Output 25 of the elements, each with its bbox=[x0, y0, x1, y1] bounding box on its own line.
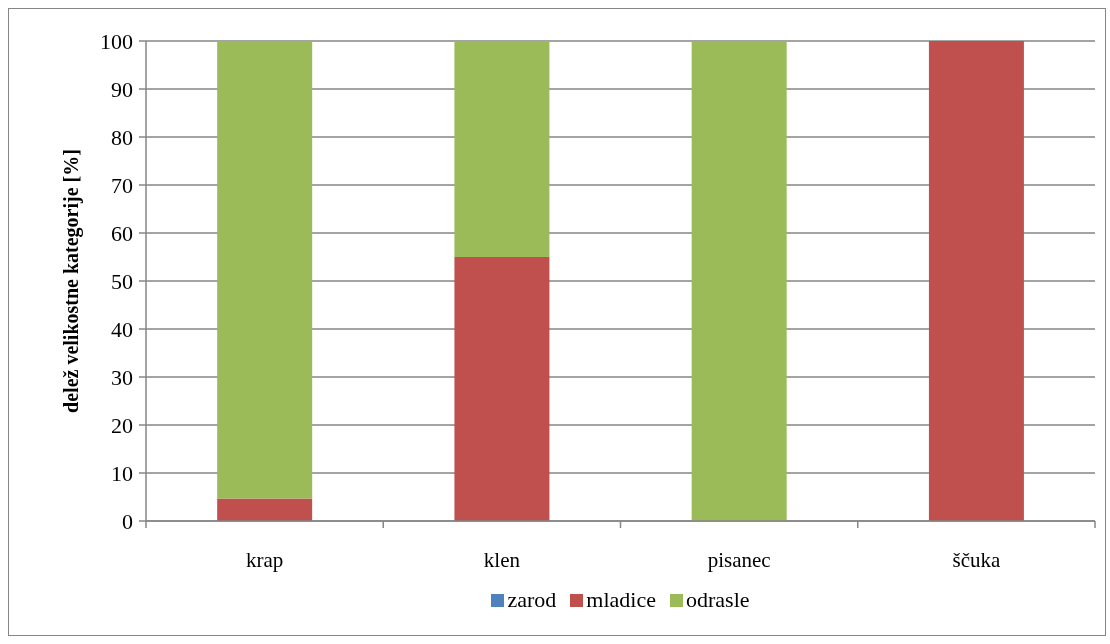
y-tick-label: 20 bbox=[111, 412, 133, 438]
y-tick-label: 30 bbox=[111, 364, 133, 390]
bar bbox=[454, 257, 550, 521]
bar bbox=[217, 41, 313, 499]
y-tick-label: 60 bbox=[111, 220, 133, 246]
legend-label: mladice bbox=[586, 587, 656, 613]
y-tick-label: 50 bbox=[111, 268, 133, 294]
legend-label: odrasle bbox=[685, 587, 750, 613]
y-tick-label: 0 bbox=[122, 508, 133, 534]
bar bbox=[928, 41, 1024, 521]
y-tick-label: 100 bbox=[100, 28, 133, 54]
bar bbox=[217, 498, 313, 521]
y-axis-title: delež velikostne kategorije [%] bbox=[60, 149, 83, 413]
bar bbox=[454, 41, 550, 257]
y-tick-label: 90 bbox=[111, 76, 133, 102]
bar bbox=[691, 41, 787, 521]
x-tick-label: krap bbox=[245, 548, 284, 572]
x-tick-label: klen bbox=[483, 548, 521, 572]
y-tick-label: 10 bbox=[111, 460, 133, 486]
y-tick-label: 70 bbox=[111, 172, 133, 198]
legend-label: zarod bbox=[507, 587, 557, 613]
x-tick-label: pisanec bbox=[707, 548, 771, 572]
x-tick-label: ščuka bbox=[952, 548, 1001, 572]
y-tick-label: 40 bbox=[111, 316, 133, 342]
y-tick-label: 80 bbox=[111, 124, 133, 150]
